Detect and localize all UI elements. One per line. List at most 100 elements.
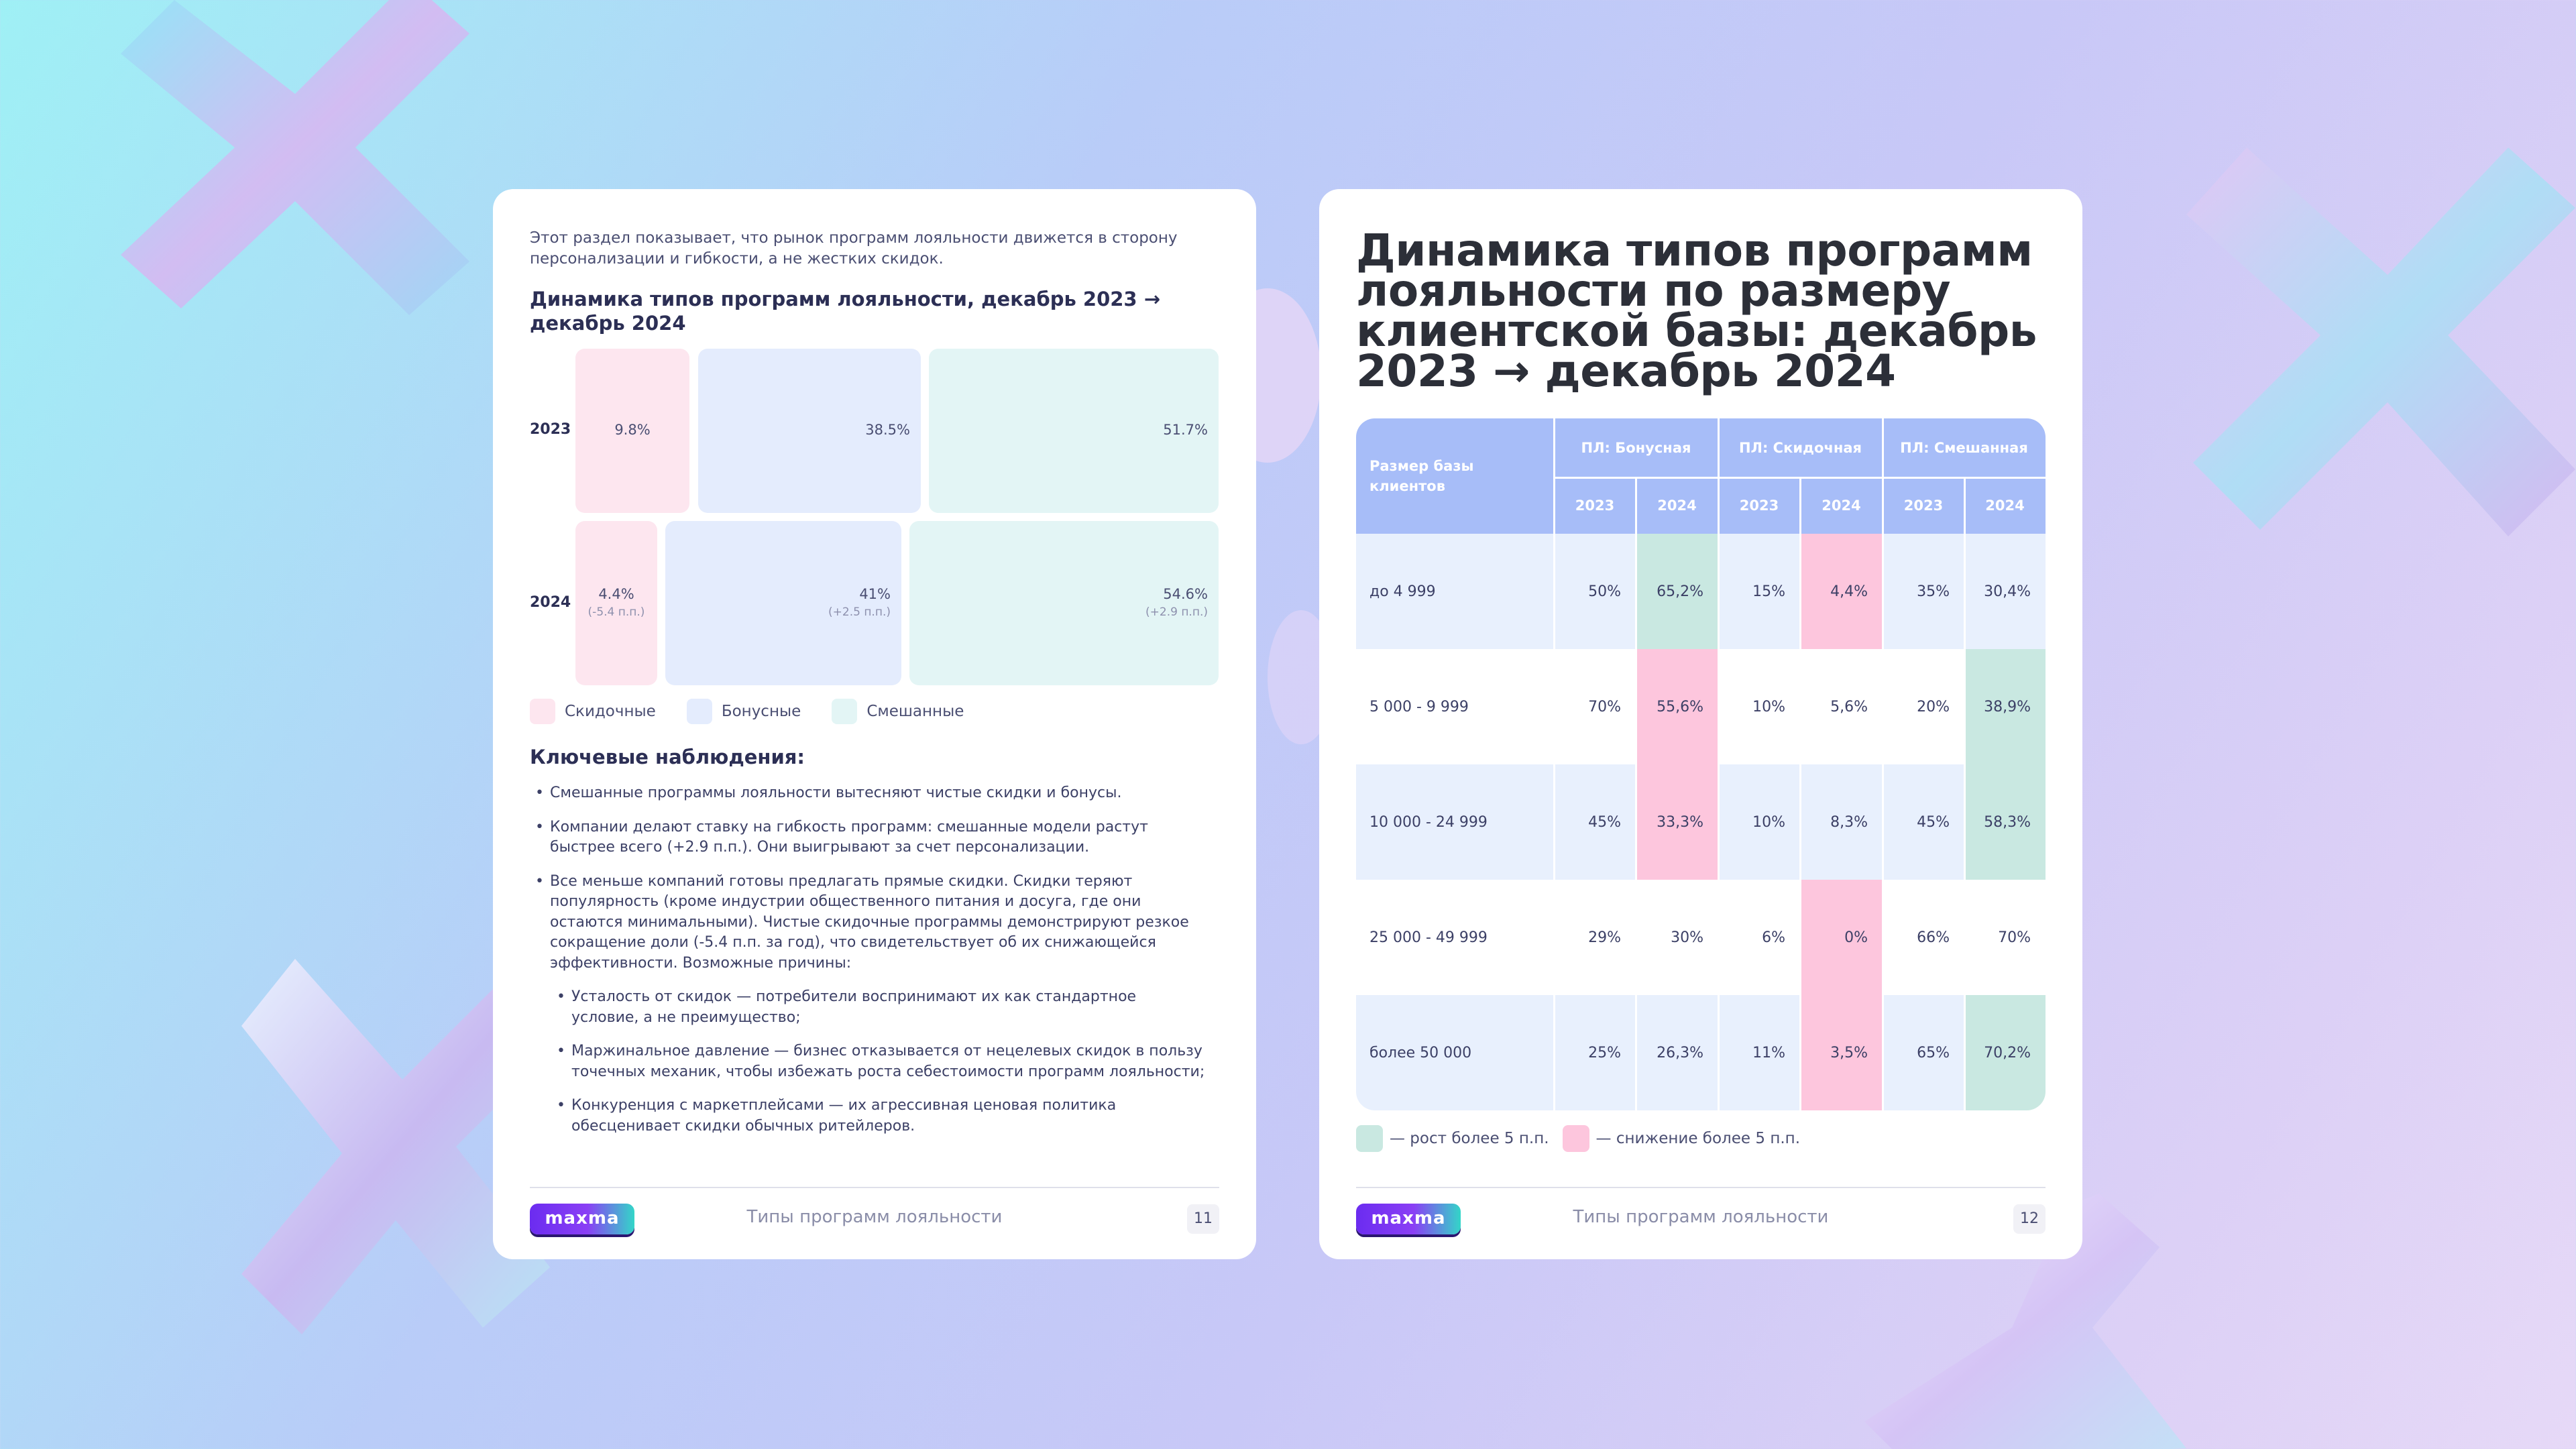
table-cell: 20% bbox=[1883, 649, 1964, 764]
legend-item-bonus: Бонусные bbox=[686, 699, 801, 724]
legend-label-mixed: Смешанные bbox=[866, 703, 964, 720]
table-cell: 45% bbox=[1554, 764, 1636, 880]
bar-2023-discount: 9.8% bbox=[575, 349, 689, 513]
table-cell: 8,3% bbox=[1800, 764, 1883, 880]
bar-delta-2024-discount: (-5.4 п.п.) bbox=[587, 605, 645, 619]
sub-observation-item: Маржинальное давление — бизнес отказывае… bbox=[530, 1041, 1221, 1082]
chart-legend: Скидочные Бонусные Смешанные bbox=[530, 699, 984, 724]
bar-2023-bonus: 38.5% bbox=[698, 349, 921, 513]
observation-item: Компании делают ставку на гибкость прогр… bbox=[530, 817, 1221, 858]
table-cell: 0% bbox=[1800, 880, 1883, 995]
footer-divider bbox=[1356, 1187, 2046, 1188]
right-page: Динамика типов программ лояльности по ра… bbox=[1319, 189, 2082, 1259]
table-cell: 29% bbox=[1554, 880, 1636, 995]
page-number: 11 bbox=[1187, 1204, 1219, 1234]
table-header-year: 2024 bbox=[1636, 477, 1718, 534]
bar-label-2023-bonus: 38.5% bbox=[865, 422, 910, 438]
bar-label-2023-discount: 9.8% bbox=[614, 422, 651, 438]
table-row-label: более 50 000 bbox=[1356, 995, 1554, 1110]
chart-title: Динамика типов программ лояльности, дека… bbox=[530, 288, 1161, 335]
observation-item: Смешанные программы лояльности вытесняют… bbox=[530, 783, 1221, 804]
legend-item-decline: — снижение более 5 п.п. bbox=[1562, 1125, 1801, 1152]
data-table: Размер базы клиентов ПЛ: Бонусная ПЛ: Ск… bbox=[1356, 418, 2046, 1110]
legend-swatch-bonus bbox=[686, 699, 712, 724]
table-cell: 6% bbox=[1718, 880, 1800, 995]
legend-label-decline: — снижение более 5 п.п. bbox=[1595, 1130, 1801, 1147]
legend-swatch-growth bbox=[1356, 1125, 1383, 1152]
table-subcolumn-divider bbox=[1964, 477, 1966, 1110]
table-column-divider bbox=[1718, 418, 1720, 1110]
observations-title: Ключевые наблюдения: bbox=[530, 746, 805, 768]
table-cell: 15% bbox=[1718, 534, 1800, 649]
table-cell: 65% bbox=[1883, 995, 1964, 1110]
table-legend: — рост более 5 п.п. — снижение более 5 п… bbox=[1356, 1125, 1813, 1152]
table-cell: 33,3% bbox=[1636, 764, 1718, 880]
table-cell: 30,4% bbox=[1964, 534, 2046, 649]
table-row-label: до 4 999 bbox=[1356, 534, 1554, 649]
table-subcolumn-divider bbox=[1799, 477, 1801, 1110]
legend-label-bonus: Бонусные bbox=[721, 703, 801, 720]
row-label-2024: 2024 bbox=[530, 594, 571, 611]
row-label-2023: 2023 bbox=[530, 421, 571, 438]
decorative-x-shape-top-left bbox=[121, 0, 469, 315]
table-subcolumn-divider bbox=[1635, 477, 1637, 1110]
maxma-logo: maxma bbox=[530, 1204, 634, 1234]
bar-delta-2024-mixed: (+2.9 п.п.) bbox=[1145, 605, 1208, 619]
table-cell: 58,3% bbox=[1964, 764, 2046, 880]
table-row-label: 5 000 - 9 999 bbox=[1356, 649, 1554, 764]
table-column-divider bbox=[1553, 418, 1555, 1110]
table-column-divider bbox=[1882, 418, 1884, 1110]
table-header-client-base: Размер базы клиентов bbox=[1356, 418, 1554, 534]
legend-label-discount: Скидочные bbox=[565, 703, 656, 720]
legend-swatch-mixed bbox=[832, 699, 858, 724]
table-cell: 38,9% bbox=[1964, 649, 2046, 764]
legend-label-growth: — рост более 5 п.п. bbox=[1390, 1130, 1549, 1147]
footer-section-title: Типы программ лояльности bbox=[1573, 1207, 1829, 1227]
table-header-year: 2023 bbox=[1554, 477, 1636, 534]
table-cell: 26,3% bbox=[1636, 995, 1718, 1110]
table-cell: 4,4% bbox=[1800, 534, 1883, 649]
table-row-label: 10 000 - 24 999 bbox=[1356, 764, 1554, 880]
table-cell: 3,5% bbox=[1800, 995, 1883, 1110]
table-header-group-discount: ПЛ: Скидочная bbox=[1718, 418, 1883, 477]
footer-divider bbox=[530, 1187, 1219, 1188]
table-cell: 65,2% bbox=[1636, 534, 1718, 649]
bar-2024-bonus: 41% (+2.5 п.п.) bbox=[665, 521, 901, 685]
legend-item-mixed: Смешанные bbox=[832, 699, 964, 724]
table-cell: 10% bbox=[1718, 764, 1800, 880]
bar-2023-mixed: 51.7% bbox=[929, 349, 1219, 513]
table-row-label: 25 000 - 49 999 bbox=[1356, 880, 1554, 995]
bar-label-2024-bonus: 41% bbox=[859, 586, 891, 602]
bar-label-2024-discount: 4.4% bbox=[598, 586, 634, 602]
table-cell: 50% bbox=[1554, 534, 1636, 649]
bar-label-2024-mixed: 54.6% bbox=[1163, 586, 1208, 602]
intro-text: Этот раздел показывает, что рынок програ… bbox=[530, 229, 1178, 268]
table-header-group-mixed: ПЛ: Смешанная bbox=[1883, 418, 2046, 477]
observations-list: Смешанные программы лояльности вытесняют… bbox=[530, 783, 1221, 1150]
bar-2024-discount: 4.4% (-5.4 п.п.) bbox=[575, 521, 657, 685]
table-cell: 30% bbox=[1636, 880, 1718, 995]
table-cell: 55,6% bbox=[1636, 649, 1718, 764]
table-header-year: 2024 bbox=[1964, 477, 2046, 534]
sub-observation-item: Конкуренция с маркетплейсами — их агресс… bbox=[530, 1096, 1221, 1137]
table-header-year: 2023 bbox=[1718, 477, 1800, 534]
footer-section-title: Типы программ лояльности bbox=[746, 1207, 1003, 1227]
table-cell: 70% bbox=[1964, 880, 2046, 995]
bar-2024-mixed: 54.6% (+2.9 п.п.) bbox=[909, 521, 1219, 685]
table-cell: 45% bbox=[1883, 764, 1964, 880]
table-header-year: 2023 bbox=[1883, 477, 1964, 534]
table-cell: 5,6% bbox=[1800, 649, 1883, 764]
legend-item-discount: Скидочные bbox=[530, 699, 656, 724]
bar-delta-2024-bonus: (+2.5 п.п.) bbox=[828, 605, 891, 619]
table-cell: 25% bbox=[1554, 995, 1636, 1110]
left-page: Этот раздел показывает, что рынок програ… bbox=[493, 189, 1256, 1259]
table-cell: 66% bbox=[1883, 880, 1964, 995]
legend-swatch-decline bbox=[1562, 1125, 1589, 1152]
table-header-year: 2024 bbox=[1800, 477, 1883, 534]
page-title: Динамика типов программ лояльности по ра… bbox=[1356, 225, 2037, 397]
table-cell: 35% bbox=[1883, 534, 1964, 649]
legend-swatch-discount bbox=[530, 699, 555, 724]
observation-item: Все меньше компаний готовы предлагать пр… bbox=[530, 872, 1221, 974]
sub-observation-item: Усталость от скидок — потребители воспри… bbox=[530, 987, 1221, 1028]
legend-item-growth: — рост более 5 п.п. bbox=[1356, 1125, 1549, 1152]
